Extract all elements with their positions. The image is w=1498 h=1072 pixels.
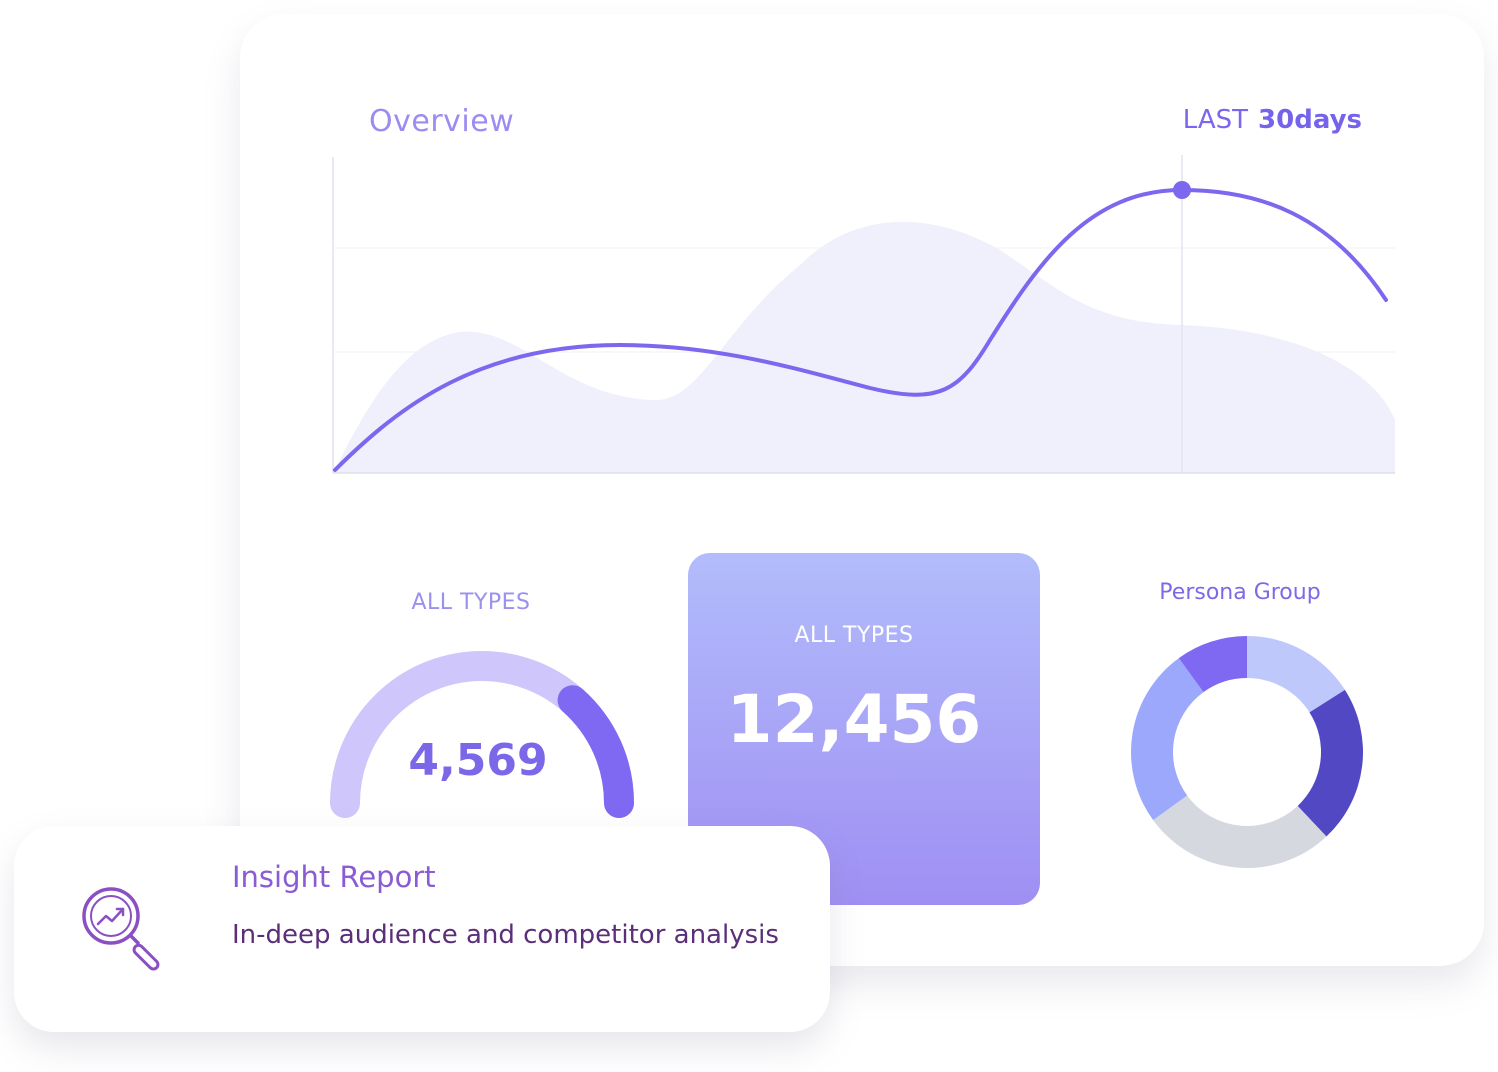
chart-line-series <box>333 187 1388 472</box>
gauge-value: 4,569 <box>408 735 548 786</box>
highlight-point <box>1173 181 1191 199</box>
donut-segment-1 <box>1247 636 1345 713</box>
total-types-label: ALL TYPES <box>794 623 914 648</box>
persona-donut-chart <box>1131 636 1363 868</box>
chart-area-series <box>335 221 1395 473</box>
donut-segment-5 <box>1178 636 1247 693</box>
magnifier-trend-icon <box>82 887 160 971</box>
persona-group-title: Persona Group <box>1159 580 1321 605</box>
overview-title: Overview <box>369 104 515 139</box>
donut-segment-4 <box>1131 658 1204 821</box>
period-value: 30days <box>1258 105 1362 135</box>
period-prefix: LAST <box>1182 105 1249 135</box>
gauge-label: ALL TYPES <box>411 590 531 615</box>
insight-title: Insight Report <box>232 860 436 894</box>
period-selector[interactable]: LAST 30days <box>1183 102 1362 138</box>
overview-chart <box>332 155 1395 474</box>
insight-description: In-deep audience and competitor analysis <box>232 920 779 950</box>
donut-segment-2 <box>1297 689 1363 837</box>
donut-segment-3 <box>1153 795 1327 868</box>
insight-report-card[interactable]: Insight Report In-deep audience and comp… <box>14 826 830 1032</box>
total-types-value: 12,456 <box>726 681 982 758</box>
